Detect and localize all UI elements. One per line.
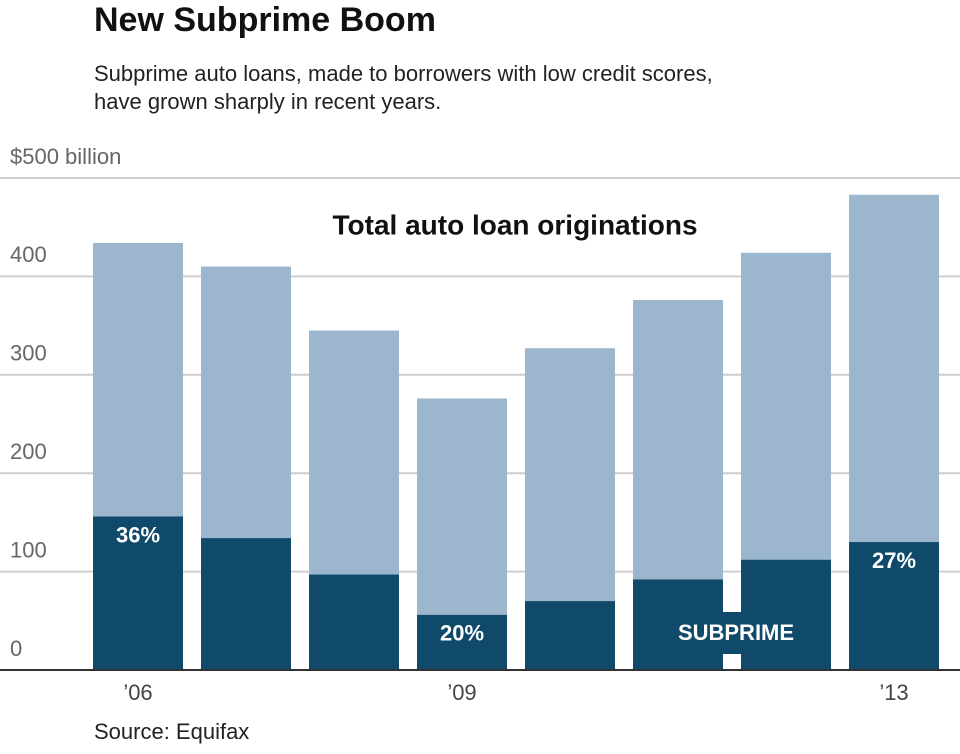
subtitle: have grown sharply in recent years. bbox=[94, 89, 441, 114]
y-tick-label: 200 bbox=[10, 439, 47, 464]
x-tick-label: ’13 bbox=[879, 680, 908, 705]
share-label: 20% bbox=[440, 621, 484, 646]
share-label: 36% bbox=[116, 522, 160, 547]
source: Source: Equifax bbox=[94, 719, 249, 744]
series-label: Total auto loan originations bbox=[332, 209, 697, 240]
bar bbox=[849, 542, 939, 670]
y-tick-label: 400 bbox=[10, 242, 47, 267]
share-label: 27% bbox=[872, 548, 916, 573]
y-tick-label: 100 bbox=[10, 537, 47, 562]
bar bbox=[525, 601, 615, 670]
bar bbox=[93, 516, 183, 670]
y-tick-label: 0 bbox=[10, 636, 22, 661]
label-box bbox=[660, 612, 812, 654]
subtitle: Subprime auto loans, made to borrowers w… bbox=[94, 61, 713, 86]
y-tick-label: 300 bbox=[10, 341, 47, 366]
series-label: SUBPRIME bbox=[678, 620, 794, 645]
bar bbox=[309, 574, 399, 670]
bar bbox=[417, 614, 507, 670]
bar bbox=[201, 538, 291, 670]
x-tick-label: ’06 bbox=[123, 680, 152, 705]
chart-title: New Subprime Boom bbox=[94, 1, 436, 39]
y-tick-label: $500 billion bbox=[10, 144, 121, 169]
x-tick-label: ’09 bbox=[447, 680, 476, 705]
